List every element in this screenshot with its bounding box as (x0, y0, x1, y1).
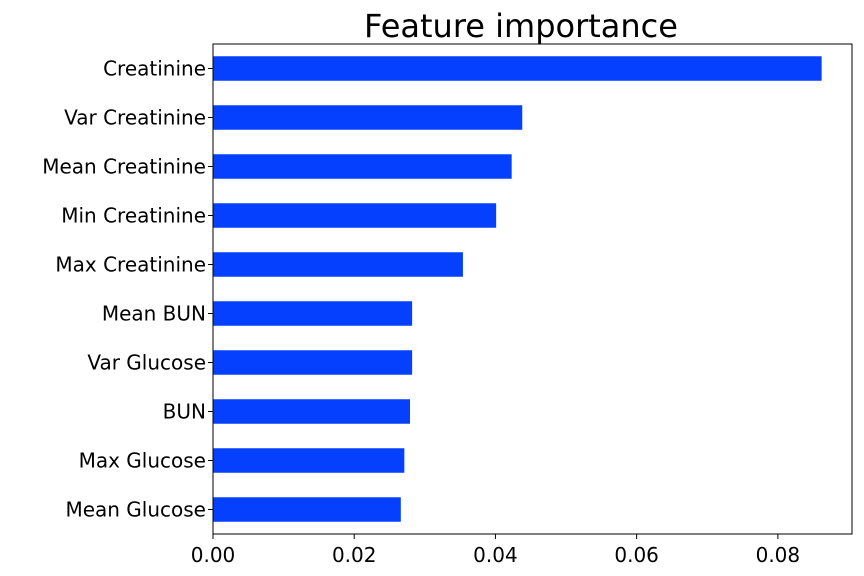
y-tick-label: Mean Creatinine (42, 155, 206, 179)
bar-bun (213, 399, 410, 424)
x-tick-label: 0.02 (332, 543, 377, 567)
bar-var-glucose (213, 350, 413, 375)
bar-mean-creatinine (213, 154, 512, 179)
y-tick-label: Min Creatinine (61, 204, 206, 228)
y-tick-label: Var Creatinine (64, 106, 206, 130)
bar-min-creatinine (213, 203, 497, 228)
chart-title: Feature importance (364, 7, 678, 45)
y-tick-label: Var Glucose (87, 351, 206, 375)
y-tick-label: Max Glucose (79, 449, 206, 473)
bar-max-glucose (213, 448, 405, 473)
y-tick-label: Creatinine (103, 57, 206, 81)
bar-mean-glucose (213, 497, 401, 522)
y-tick-label: BUN (163, 400, 206, 424)
bar-mean-bun (213, 301, 413, 326)
y-tick-label: Mean Glucose (65, 498, 206, 522)
y-tick-label: Max Creatinine (55, 253, 206, 277)
bar-max-creatinine (213, 252, 463, 277)
x-tick-label: 0.00 (191, 543, 236, 567)
x-tick-label: 0.06 (614, 543, 659, 567)
x-tick-label: 0.08 (756, 543, 801, 567)
x-tick-label: 0.04 (473, 543, 518, 567)
bar-var-creatinine (213, 105, 523, 130)
plot-frame (212, 43, 853, 535)
y-tick-label: Mean BUN (102, 302, 206, 326)
bar-creatinine (213, 56, 822, 81)
